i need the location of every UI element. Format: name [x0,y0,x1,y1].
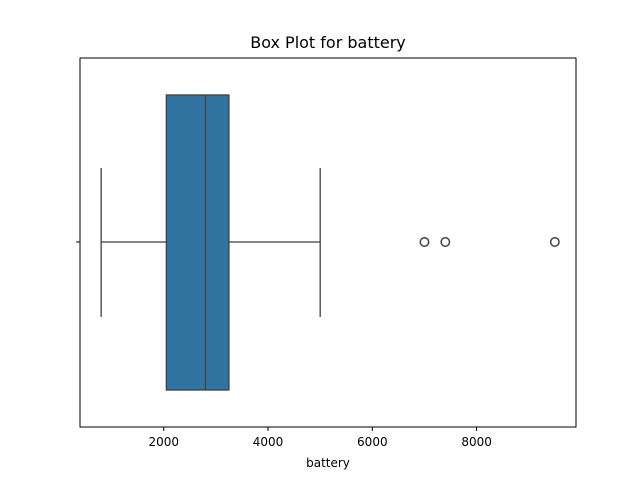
x-tick-label: 4000 [253,435,284,449]
box-group [100,94,321,391]
outlier-point [440,237,451,247]
x-tick-label: 8000 [461,435,492,449]
outlier-group [419,237,560,247]
x-axis-label: battery [306,456,350,470]
outlier-point [419,237,430,247]
chart-title: Box Plot for battery [250,33,406,52]
x-tick-label: 2000 [148,435,179,449]
x-axis-ticks: 2000 4000 6000 8000 [148,427,492,449]
x-tick-label: 6000 [357,435,388,449]
outlier-point [549,237,560,247]
iqr-box [165,94,230,391]
